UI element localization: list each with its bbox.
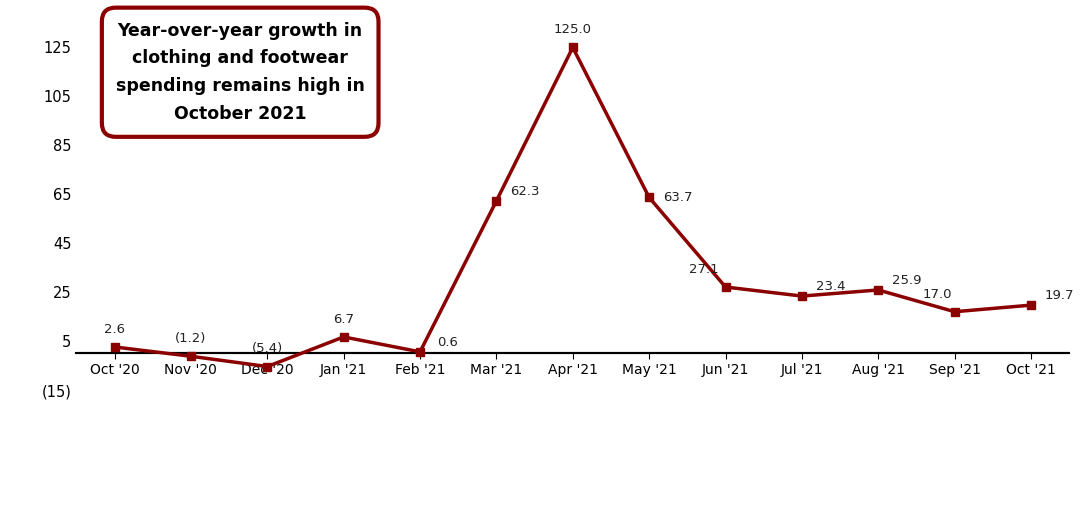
Text: Year-over-year growth in
clothing and footwear
spending remains high in
October : Year-over-year growth in clothing and fo… bbox=[116, 21, 364, 123]
Text: 62.3: 62.3 bbox=[511, 185, 540, 198]
Text: 27.1: 27.1 bbox=[688, 263, 719, 276]
Text: 6.7: 6.7 bbox=[333, 313, 355, 326]
Text: 17.0: 17.0 bbox=[922, 288, 951, 301]
Text: 2.6: 2.6 bbox=[104, 323, 125, 336]
Text: 63.7: 63.7 bbox=[663, 191, 693, 204]
Text: 19.7: 19.7 bbox=[1045, 289, 1075, 302]
Text: 23.4: 23.4 bbox=[816, 280, 846, 293]
Text: 25.9: 25.9 bbox=[892, 274, 922, 287]
Text: (5.4): (5.4) bbox=[252, 342, 283, 355]
Text: (1.2): (1.2) bbox=[176, 332, 206, 345]
Text: 125.0: 125.0 bbox=[554, 23, 591, 37]
Text: 0.6: 0.6 bbox=[436, 336, 457, 349]
